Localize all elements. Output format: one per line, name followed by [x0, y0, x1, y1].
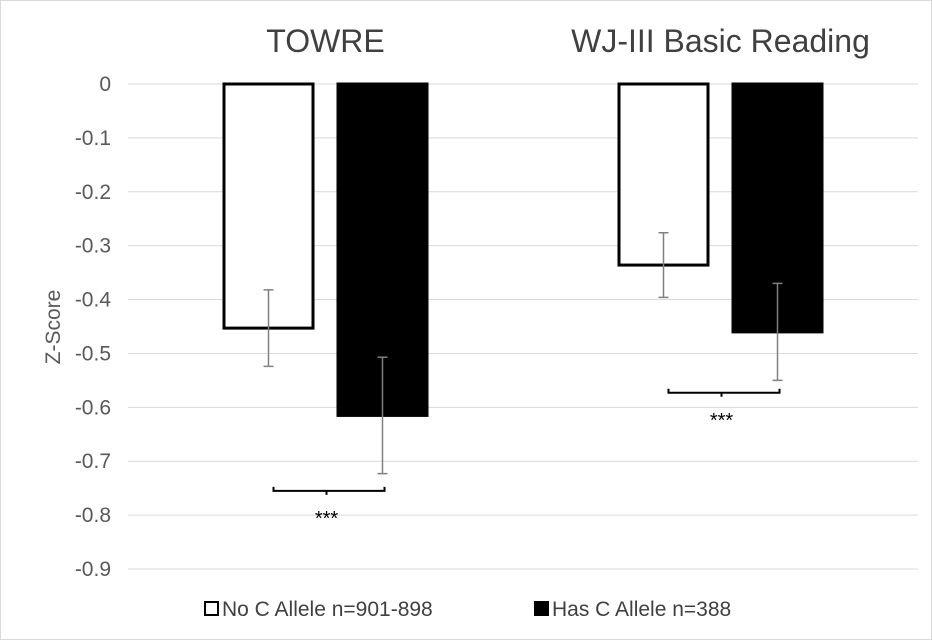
significance-bracket	[272, 486, 386, 495]
y-tick-label: -0.8	[75, 504, 111, 527]
y-tick-label: -0.3	[75, 235, 111, 258]
legend-swatch	[204, 601, 219, 616]
significance-bracket	[667, 388, 781, 397]
y-tick-label: -0.5	[75, 342, 111, 365]
bar	[222, 82, 315, 330]
y-axis-ticks: 0 -0.1 -0.2 -0.3 -0.4 -0.5 -0.6 -0.7 -0.8 -0.9	[75, 73, 112, 581]
y-tick-label: -0.1	[75, 127, 111, 150]
error-bars	[263, 231, 783, 475]
y-tick-label: 0	[99, 73, 111, 96]
legend-label: Has C Allele n=388	[552, 598, 731, 621]
legend-swatch	[534, 601, 549, 616]
bars	[222, 82, 824, 417]
category-label: TOWRE	[266, 23, 385, 59]
category-label: WJ-III Basic Reading	[571, 23, 870, 59]
y-tick-label: -0.9	[75, 558, 111, 581]
y-axis-label: Z-Score	[42, 290, 65, 365]
y-tick-label: -0.7	[75, 450, 111, 473]
legend: No C Allele n=901-898 Has C Allele n=388	[204, 598, 731, 621]
y-tick-label: -0.2	[75, 181, 111, 204]
legend-label: No C Allele n=901-898	[222, 598, 433, 621]
y-tick-label: -0.6	[75, 396, 111, 419]
significance-markers: *** ***	[272, 388, 781, 530]
significance-label: ***	[710, 410, 734, 432]
y-tick-label: -0.4	[75, 289, 112, 312]
category-labels: TOWRE WJ-III Basic Reading	[266, 23, 870, 59]
significance-label: ***	[315, 508, 339, 530]
